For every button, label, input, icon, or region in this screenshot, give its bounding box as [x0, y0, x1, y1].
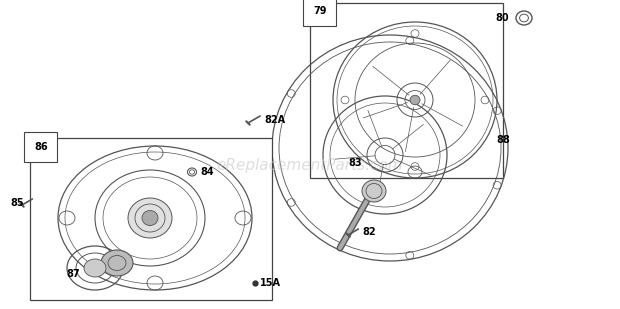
Bar — [30, 138, 272, 300]
Text: 88: 88 — [496, 135, 510, 145]
Ellipse shape — [362, 180, 386, 202]
Text: 82: 82 — [362, 227, 376, 237]
Ellipse shape — [128, 198, 172, 238]
Ellipse shape — [101, 250, 133, 276]
Text: 83: 83 — [348, 158, 361, 168]
Ellipse shape — [410, 95, 420, 105]
Text: eReplacementParts.com: eReplacementParts.com — [216, 158, 404, 172]
Text: 80: 80 — [495, 13, 509, 23]
Bar — [310, 3, 503, 178]
Text: 86: 86 — [34, 142, 48, 152]
Text: 84: 84 — [200, 167, 214, 177]
Ellipse shape — [142, 210, 158, 226]
Ellipse shape — [84, 259, 106, 277]
Text: 87: 87 — [66, 269, 79, 279]
Text: 85: 85 — [10, 198, 24, 208]
Text: 82A: 82A — [264, 115, 285, 125]
Text: 15A: 15A — [260, 278, 281, 288]
Text: 79: 79 — [313, 6, 327, 16]
